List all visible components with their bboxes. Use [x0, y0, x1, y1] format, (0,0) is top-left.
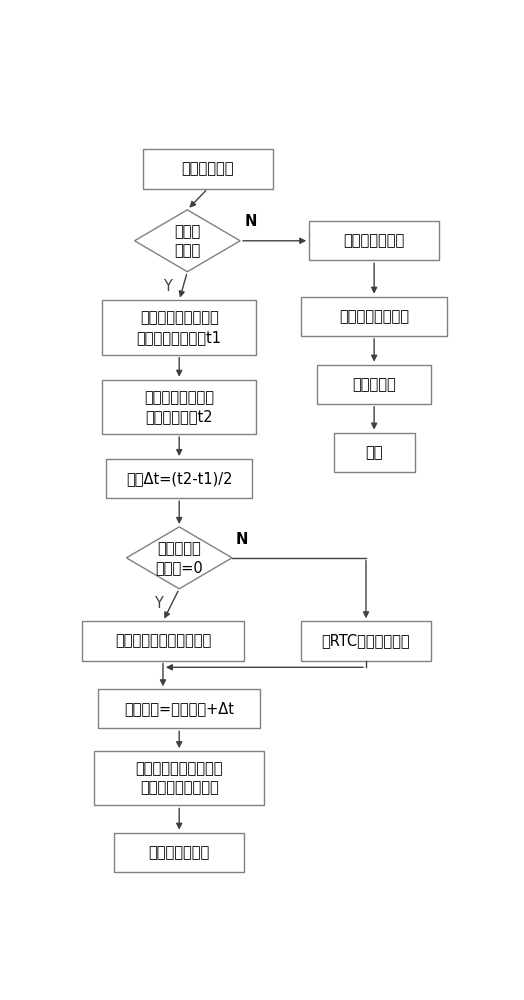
- Text: 发送给配电终端: 发送给配电终端: [149, 845, 210, 860]
- Text: N: N: [244, 214, 257, 229]
- Bar: [82, 621, 244, 661]
- Text: 计算Δt=(t2-t1)/2: 计算Δt=(t2-t1)/2: [126, 471, 233, 486]
- Text: 转发给主站: 转发给主站: [352, 377, 396, 392]
- Bar: [301, 621, 431, 661]
- Text: Y: Y: [162, 279, 171, 294]
- Text: 当前时间=系统时间+Δt: 当前时间=系统时间+Δt: [124, 701, 234, 716]
- Text: 接收配电终端回复: 接收配电终端回复: [339, 309, 409, 324]
- Text: 是否对
时命令: 是否对 时命令: [174, 224, 201, 258]
- Text: 收到主站命令: 收到主站命令: [181, 162, 234, 177]
- Text: N: N: [236, 532, 248, 547]
- Text: 向配电终端发招测命
令，记录发送时间t1: 向配电终端发招测命 令，记录发送时间t1: [137, 310, 222, 345]
- Bar: [106, 459, 253, 498]
- Bar: [94, 751, 265, 805]
- Bar: [318, 365, 431, 404]
- Text: 转发给配电终端: 转发给配电终端: [344, 233, 405, 248]
- Text: 从RTC获取系统时间: 从RTC获取系统时间: [322, 633, 410, 648]
- Text: 从授时模块获取系统时间: 从授时模块获取系统时间: [115, 633, 211, 648]
- Text: 授时模块丢
失标志=0: 授时模块丢 失标志=0: [155, 541, 203, 575]
- Bar: [301, 297, 447, 336]
- Polygon shape: [135, 210, 240, 272]
- Bar: [102, 300, 256, 355]
- Bar: [333, 433, 415, 472]
- Text: 接收配电终端回复
记录接收时间t2: 接收配电终端回复 记录接收时间t2: [144, 390, 214, 424]
- Bar: [114, 833, 244, 872]
- Bar: [102, 380, 256, 434]
- Text: 结束: 结束: [365, 445, 383, 460]
- Bar: [143, 149, 272, 189]
- Polygon shape: [126, 527, 232, 589]
- Bar: [98, 689, 260, 728]
- Bar: [309, 221, 439, 260]
- Text: 生成对时命令，帧数据
中的时间为当前时间: 生成对时命令，帧数据 中的时间为当前时间: [136, 761, 223, 795]
- Text: Y: Y: [155, 596, 163, 611]
